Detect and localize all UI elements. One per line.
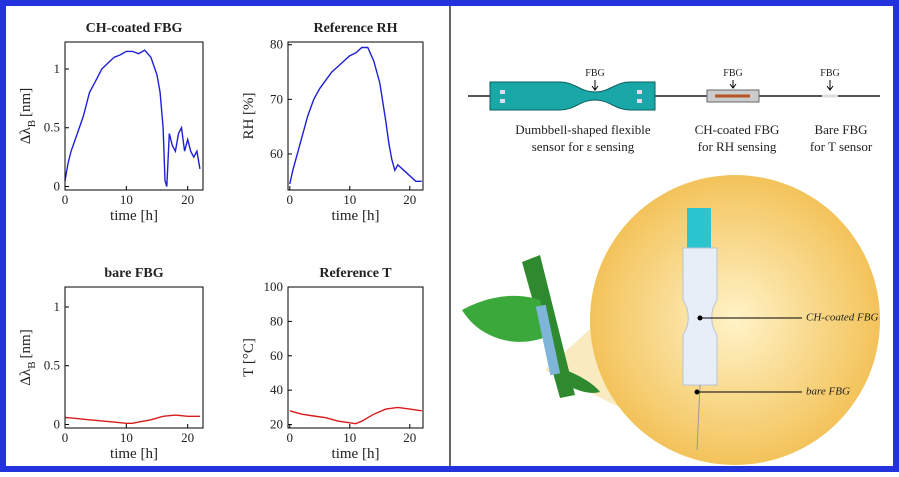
x-axis-label: time [h] (110, 446, 158, 462)
x-tick-label: 20 (181, 192, 194, 207)
y-tick-label: 0.5 (44, 120, 60, 135)
dumbbell-sensor (489, 81, 656, 111)
caption: sensor for ε sensing (532, 139, 635, 154)
caption: CH-coated FBG (695, 122, 780, 137)
bare-fiber (696, 384, 701, 451)
x-tick-label: 0 (287, 430, 294, 445)
arrows (591, 80, 834, 91)
y-label-main: Δλ (18, 368, 34, 386)
chart-title: Reference T (319, 266, 392, 281)
plot-frame (287, 286, 424, 429)
y-tick-label: 1 (54, 61, 61, 76)
data-line (64, 49, 201, 187)
data-line (64, 414, 200, 424)
fbg-label: FBG (585, 68, 604, 79)
y-label-sub: B (26, 120, 38, 127)
y-tick-label: 40 (270, 382, 283, 397)
y-tick-label: 60 (270, 348, 283, 363)
chart-title: CH-coated FBG (86, 21, 183, 36)
zoom-circle (590, 175, 880, 465)
y-axis-label: ΔλB [nm] (18, 88, 38, 144)
callout: bare FBG (806, 386, 850, 398)
data-line (289, 46, 422, 185)
caption: Dumbbell-shaped flexible (515, 122, 651, 137)
data-line (289, 406, 422, 425)
y-tick-label: 20 (270, 417, 283, 432)
y-tick-label: 1 (54, 299, 61, 314)
x-axis-label: time [h] (332, 208, 380, 224)
x-tick-label: 10 (120, 192, 133, 207)
y-tick-label: 60 (270, 146, 283, 161)
plot-frame (64, 41, 204, 191)
x-tick-label: 20 (181, 430, 194, 445)
x-tick-label: 0 (287, 192, 294, 207)
chart-title: Reference RH (313, 21, 397, 36)
leaf (565, 370, 600, 393)
plot-frame (64, 286, 204, 429)
x-tick-label: 10 (343, 192, 356, 207)
y-tick-label: 0 (54, 416, 61, 431)
x-tick-label: 10 (343, 430, 356, 445)
y-label-main: Δλ (18, 127, 34, 145)
y-tick-label: 0 (54, 178, 61, 193)
y-tick-label: 100 (264, 279, 284, 294)
x-tick-label: 20 (403, 192, 416, 207)
y-axis-label: T [°C] (241, 338, 257, 377)
hole (637, 99, 642, 103)
x-axis-label: time [h] (332, 446, 380, 462)
fbg-label: FBG (723, 68, 742, 79)
x-tick-label: 10 (120, 430, 133, 445)
leaf (462, 295, 550, 342)
callout: CH-coated FBG (806, 312, 878, 324)
y-axis-label: RH [%] (241, 92, 257, 139)
hole (637, 90, 642, 94)
chart-title: bare FBG (104, 266, 163, 281)
strip-top (687, 208, 711, 248)
caption: Bare FBG (814, 122, 867, 137)
y-label-main: T [°C] (241, 338, 257, 377)
caption: for T sensor (810, 139, 873, 154)
x-tick-label: 0 (62, 192, 69, 207)
y-label-sub: B (26, 361, 38, 368)
y-label-unit: [nm] (18, 88, 34, 117)
x-tick-label: 20 (403, 430, 416, 445)
hole (500, 99, 505, 103)
x-axis-label: time [h] (110, 208, 158, 224)
y-tick-label: 80 (270, 37, 283, 52)
sensor-on-stem (535, 304, 561, 376)
y-axis-label: ΔλB [nm] (18, 329, 38, 385)
x-tick-label: 0 (62, 430, 69, 445)
y-tick-label: 70 (270, 91, 283, 106)
y-label-unit: [nm] (18, 329, 34, 358)
plot-frame (287, 41, 424, 191)
y-label-main: RH [%] (241, 92, 257, 139)
y-tick-label: 80 (270, 313, 283, 328)
y-tick-label: 0.5 (44, 358, 60, 373)
hole (500, 90, 505, 94)
caption: for RH sensing (698, 139, 777, 154)
fbg-label: FBG (820, 68, 839, 79)
